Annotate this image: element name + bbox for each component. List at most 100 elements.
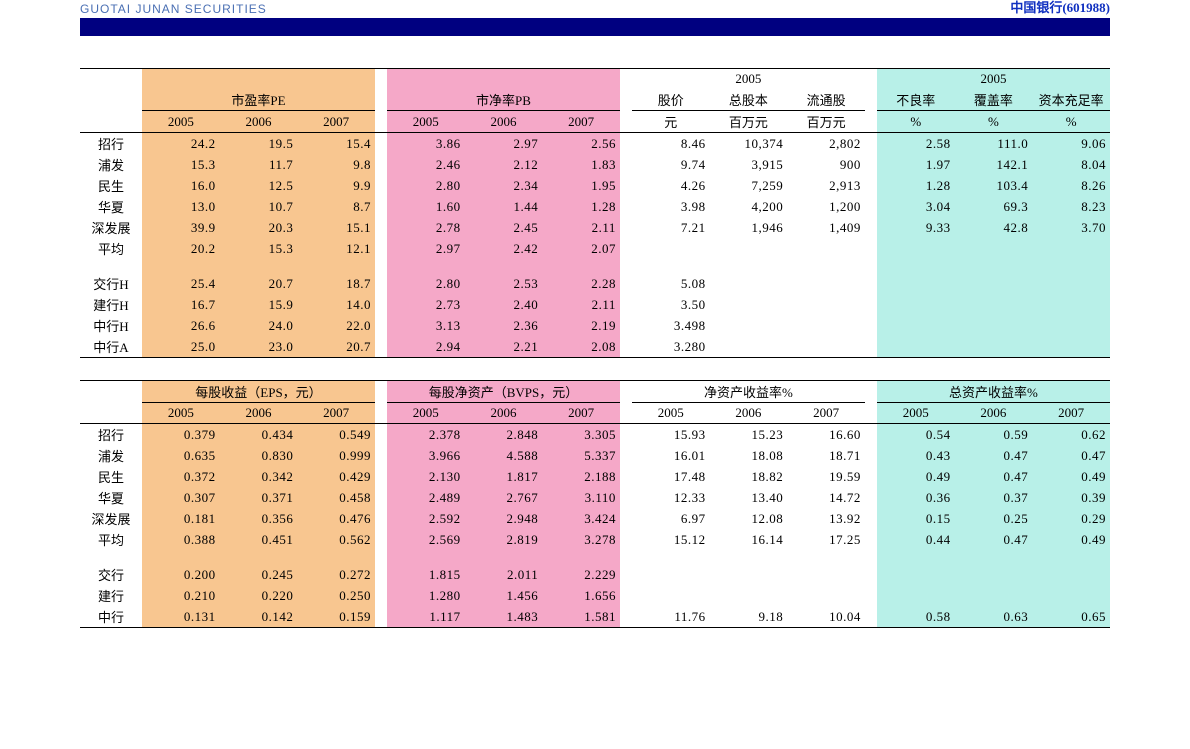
cell: 1,409 <box>787 217 865 238</box>
spacer-row <box>80 259 1110 273</box>
cell: 10.7 <box>220 196 298 217</box>
cell: 18.71 <box>787 445 865 466</box>
cell: 4.26 <box>632 175 710 196</box>
cell <box>375 196 387 217</box>
table-row: 浦发15.311.79.82.462.121.839.743,9159001.9… <box>80 154 1110 175</box>
cell: 深发展 <box>80 217 142 238</box>
table-row: 浦发0.6350.8300.9993.9664.5885.33716.0118.… <box>80 445 1110 466</box>
unit-million: 百万元 <box>787 111 865 133</box>
roa-header: 总资产收益率% <box>877 381 1110 403</box>
cell: 2.97 <box>465 133 543 155</box>
cell: 2.08 <box>542 336 620 358</box>
cell: 2.80 <box>387 273 465 294</box>
cell: 10,374 <box>710 133 788 155</box>
cell: 3.86 <box>387 133 465 155</box>
cell <box>632 238 710 259</box>
table-row: 深发展0.1810.3560.4762.5922.9483.4246.9712.… <box>80 508 1110 529</box>
cell: 0.131 <box>142 606 220 628</box>
cell: 0.142 <box>220 606 298 628</box>
cell <box>865 487 877 508</box>
cell: 华夏 <box>80 196 142 217</box>
cell <box>877 564 955 585</box>
cell <box>620 585 632 606</box>
cell <box>620 487 632 508</box>
cell <box>1032 273 1110 294</box>
cell: 2.767 <box>465 487 543 508</box>
cell: 建行H <box>80 294 142 315</box>
cell: 0.58 <box>877 606 955 628</box>
cell <box>787 585 865 606</box>
cell: 10.04 <box>787 606 865 628</box>
cell: 23.0 <box>220 336 298 358</box>
cell: 0.830 <box>220 445 298 466</box>
cell <box>710 585 788 606</box>
cell: 103.4 <box>955 175 1033 196</box>
cell: 8.04 <box>1032 154 1110 175</box>
cell <box>375 336 387 358</box>
cell: 0.434 <box>220 424 298 446</box>
cell <box>632 564 710 585</box>
cell <box>865 564 877 585</box>
cell: 0.272 <box>297 564 375 585</box>
cell <box>787 564 865 585</box>
cell <box>865 424 877 446</box>
cell: 0.37 <box>955 487 1033 508</box>
cell: 3.498 <box>632 315 710 336</box>
cell: 0.15 <box>877 508 955 529</box>
cell <box>375 175 387 196</box>
cell: 11.7 <box>220 154 298 175</box>
cell: 17.48 <box>632 466 710 487</box>
table-header-row: 市盈率PE 市净率PB 股价 总股本 流通股 不良率 覆盖率 资本充足率 <box>80 89 1110 111</box>
cell: 16.0 <box>142 175 220 196</box>
cell: 15.1 <box>297 217 375 238</box>
cell <box>620 336 632 358</box>
cell <box>1032 564 1110 585</box>
table-row: 中行H26.624.022.03.132.362.193.498 <box>80 315 1110 336</box>
cell: 2.188 <box>542 466 620 487</box>
cell: 18.08 <box>710 445 788 466</box>
cell <box>620 529 632 550</box>
cell: 1.656 <box>542 585 620 606</box>
year-col: 2005 <box>142 111 220 133</box>
cell <box>620 315 632 336</box>
cell: 15.4 <box>297 133 375 155</box>
table-row: 交行0.2000.2450.2721.8152.0112.229 <box>80 564 1110 585</box>
pb-header: 市净率PB <box>387 89 620 111</box>
cell: 0.371 <box>220 487 298 508</box>
cell <box>1032 294 1110 315</box>
cell: 2.848 <box>465 424 543 446</box>
cell <box>375 487 387 508</box>
cell: 42.8 <box>955 217 1033 238</box>
cell: 14.0 <box>297 294 375 315</box>
cell: 2.11 <box>542 217 620 238</box>
cell: 0.36 <box>877 487 955 508</box>
tables-wrap: 2005 2005 市盈率PE 市净率PB 股价 总股本 流通股 不良率 覆盖率… <box>80 38 1110 628</box>
cell: 14.72 <box>787 487 865 508</box>
year-col: 2005 <box>387 403 465 424</box>
year-col: 2005 <box>877 403 955 424</box>
cell: 25.0 <box>142 336 220 358</box>
cell: 7,259 <box>710 175 788 196</box>
cell <box>865 196 877 217</box>
cell: 0.562 <box>297 529 375 550</box>
cell: 16.7 <box>142 294 220 315</box>
cell: 0.458 <box>297 487 375 508</box>
cell: 2.130 <box>387 466 465 487</box>
cell: 2.97 <box>387 238 465 259</box>
cell <box>787 336 865 358</box>
table-row: 平均20.215.312.12.972.422.07 <box>80 238 1110 259</box>
cell <box>620 196 632 217</box>
cell <box>375 445 387 466</box>
year-col: 2007 <box>1032 403 1110 424</box>
cell <box>877 585 955 606</box>
cell: 2.58 <box>877 133 955 155</box>
cell: 9.06 <box>1032 133 1110 155</box>
year-col: 2007 <box>542 111 620 133</box>
cell: 0.372 <box>142 466 220 487</box>
cell <box>620 294 632 315</box>
cell: 3.98 <box>632 196 710 217</box>
cell: 1.83 <box>542 154 620 175</box>
table-row: 建行H16.715.914.02.732.402.113.50 <box>80 294 1110 315</box>
cell <box>865 466 877 487</box>
cell: 1.28 <box>877 175 955 196</box>
